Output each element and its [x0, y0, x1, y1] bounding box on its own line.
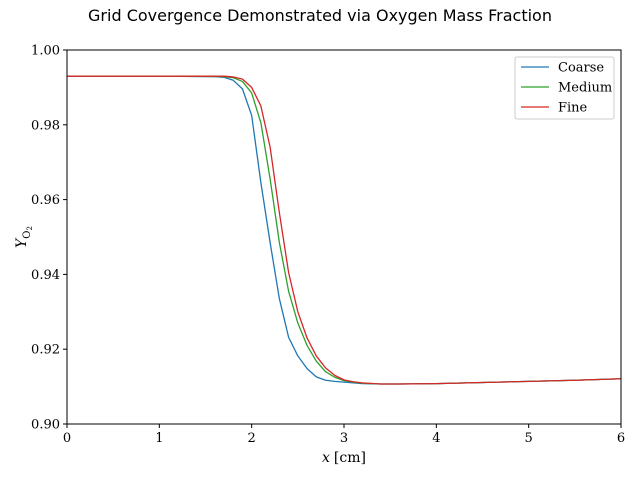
x-tick-label: 0 [63, 431, 71, 446]
y-axis-label: YO2 [14, 226, 34, 248]
x-tick-label: 1 [155, 431, 163, 446]
x-tick-label: 4 [432, 431, 440, 446]
x-axis-label-unit: [cm] [334, 450, 366, 466]
x-axis-label-var: x [322, 450, 330, 466]
chart-title: Grid Covergence Demonstrated via Oxygen … [88, 6, 552, 25]
y-tick-label: 0.96 [31, 193, 60, 208]
y-tick-label: 0.94 [31, 268, 60, 283]
y-tick-label: 0.90 [31, 418, 60, 433]
x-tick-label: 6 [617, 431, 625, 446]
x-axis-ticks: 0 1 2 3 4 5 6 [63, 424, 625, 446]
y-axis-label-var: Y [14, 237, 30, 248]
y-axis-label-sub: O [22, 231, 33, 239]
y-axis-label-sub2: 2 [26, 226, 34, 230]
series-line-medium [67, 75, 622, 385]
legend-label-coarse: Coarse [558, 61, 604, 76]
y-tick-label: 0.92 [31, 343, 60, 358]
y-tick-label: 1.00 [31, 44, 60, 59]
legend-label-fine: Fine [558, 101, 588, 116]
legend-box [514, 56, 615, 120]
series-line-coarse [67, 75, 622, 385]
legend-label-medium: Medium [558, 81, 612, 96]
x-axis-label: x [cm] [322, 450, 366, 466]
x-tick-label: 3 [340, 431, 348, 446]
x-tick-label: 2 [248, 431, 256, 446]
x-tick-label: 5 [525, 431, 533, 446]
plot-lines [67, 75, 622, 385]
y-tick-label: 0.98 [31, 118, 60, 133]
legend: Coarse Medium Fine [514, 56, 615, 120]
y-axis-ticks: 0.90 0.92 0.94 0.96 0.98 1.00 [31, 44, 67, 433]
series-line-fine [67, 75, 622, 385]
